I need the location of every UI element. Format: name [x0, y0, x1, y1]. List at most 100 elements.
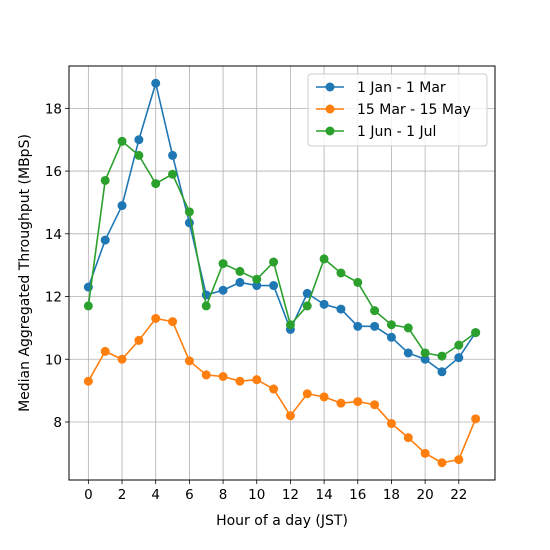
data-point	[403, 348, 413, 358]
data-point	[319, 299, 329, 309]
x-tick-label: 18	[383, 487, 400, 503]
data-point	[319, 392, 329, 402]
x-tick-label: 8	[219, 487, 228, 503]
data-point	[168, 150, 178, 160]
data-point	[218, 285, 228, 295]
data-point	[370, 306, 380, 316]
data-point	[454, 340, 464, 350]
data-point	[437, 367, 447, 377]
x-axis: 0 2 4 6 8 10 12 14 16 18 20 22	[84, 480, 467, 503]
data-point	[403, 323, 413, 333]
data-point	[420, 348, 430, 358]
x-tick-label: 6	[185, 487, 194, 503]
data-point	[218, 259, 228, 269]
legend-item: 1 Jun - 1 Jul	[316, 124, 436, 140]
data-point	[420, 448, 430, 458]
legend-item: 15 Mar - 15 May	[316, 102, 471, 118]
x-tick-label: 16	[349, 487, 366, 503]
data-point	[252, 274, 262, 284]
data-point	[134, 135, 144, 145]
data-point	[386, 320, 396, 330]
legend-label: 15 Mar - 15 May	[357, 102, 471, 118]
data-point	[336, 304, 346, 314]
data-point	[151, 313, 161, 323]
y-axis: 8 10 12 14 16 18	[45, 101, 69, 431]
data-point	[336, 268, 346, 278]
data-point	[403, 433, 413, 443]
x-tick-label: 2	[118, 487, 127, 503]
data-point	[151, 179, 161, 189]
series-2	[83, 136, 481, 361]
legend-marker	[325, 82, 335, 92]
data-point	[83, 301, 93, 311]
data-point	[83, 376, 93, 386]
data-point	[353, 397, 363, 407]
data-point	[454, 455, 464, 465]
data-point	[134, 335, 144, 345]
data-point	[471, 414, 481, 424]
data-point	[353, 277, 363, 287]
data-point	[218, 372, 228, 381]
data-point	[269, 281, 279, 291]
legend-marker	[325, 126, 335, 136]
data-point	[201, 301, 211, 311]
data-point	[386, 332, 396, 342]
x-tick-label: 22	[450, 487, 467, 503]
x-tick-label: 0	[84, 487, 93, 503]
data-point	[235, 266, 245, 276]
data-point	[117, 201, 127, 211]
data-point	[437, 458, 447, 468]
series-line	[87, 140, 477, 357]
data-point	[252, 281, 262, 291]
data-point	[168, 317, 178, 327]
y-tick-label: 18	[45, 101, 62, 117]
data-point	[302, 301, 312, 311]
data-point	[420, 354, 430, 364]
data-point	[235, 376, 245, 386]
data-point	[302, 389, 312, 399]
legend-item: 1 Jan - 1 Mar	[316, 80, 446, 96]
y-tick-label: 12	[45, 290, 62, 306]
data-point	[285, 320, 295, 330]
data-point	[235, 277, 245, 287]
data-point	[134, 150, 144, 160]
y-tick-label: 16	[45, 164, 62, 180]
data-point	[269, 384, 279, 394]
data-point	[168, 169, 178, 179]
data-point	[151, 78, 161, 88]
data-point	[285, 411, 295, 421]
x-tick-label: 14	[316, 487, 333, 503]
series-layer	[83, 78, 481, 468]
legend-label: 1 Jan - 1 Mar	[357, 80, 446, 96]
data-point	[184, 207, 194, 217]
legend: 1 Jan - 1 Mar 15 Mar - 15 May 1 Jun - 1 Ju…	[307, 73, 488, 147]
x-tick-label: 20	[417, 487, 434, 503]
y-axis-label: Median Aggregated Throughput (MBpS)	[17, 134, 33, 412]
legend-marker	[325, 104, 335, 114]
data-point	[184, 356, 194, 366]
data-point	[370, 321, 380, 331]
data-point	[100, 346, 110, 356]
x-tick-label: 12	[282, 487, 299, 503]
data-point	[201, 370, 211, 380]
x-tick-label: 10	[248, 487, 265, 503]
data-point	[471, 328, 481, 338]
series-1	[83, 313, 481, 468]
y-tick-label: 8	[53, 415, 62, 431]
data-point	[100, 175, 110, 185]
data-point	[302, 288, 312, 298]
data-point	[117, 354, 127, 364]
data-point	[386, 419, 396, 429]
y-tick-label: 10	[45, 352, 62, 368]
plot-frame	[68, 65, 496, 481]
y-tick-label: 14	[45, 227, 62, 243]
data-point	[370, 400, 380, 410]
data-point	[319, 254, 329, 264]
x-tick-label: 4	[151, 487, 160, 503]
data-point	[437, 351, 447, 361]
x-axis-label: Hour of a day (JST)	[216, 513, 348, 529]
data-point	[353, 321, 363, 331]
data-point	[100, 235, 110, 245]
data-point	[336, 398, 346, 408]
